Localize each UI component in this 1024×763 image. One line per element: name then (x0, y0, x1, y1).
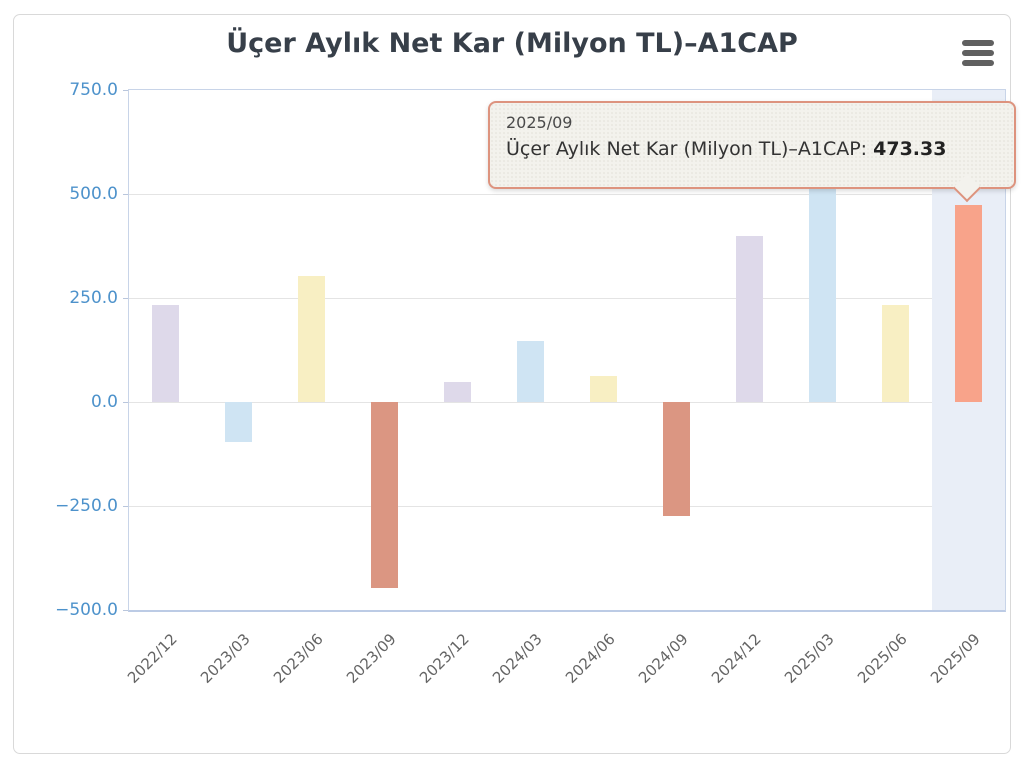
bar-2023-09[interactable] (371, 402, 398, 588)
bar-2025-09[interactable] (955, 205, 982, 402)
bar-2024-03[interactable] (517, 341, 544, 402)
bar-2023-06[interactable] (298, 275, 325, 402)
tooltip: 2025/09 Üçer Aylık Net Kar (Milyon TL)–A… (488, 101, 1016, 203)
tooltip-series-label: Üçer Aylık Net Kar (Milyon TL)–A1CAP: (506, 138, 868, 160)
y-axis-label: 250.0 (69, 288, 118, 308)
bar-2025-06[interactable] (882, 305, 909, 402)
bar-2024-06[interactable] (590, 375, 617, 402)
bar-2024-12[interactable] (736, 235, 763, 402)
tooltip-value: 473.33 (873, 138, 947, 160)
y-axis-tick (123, 402, 128, 403)
y-axis-label: 500.0 (69, 184, 118, 204)
tooltip-series-value: Üçer Aylık Net Kar (Milyon TL)–A1CAP: 47… (506, 138, 998, 160)
hamburger-icon (962, 40, 994, 66)
y-axis-label: 0.0 (90, 392, 118, 412)
gridline (129, 194, 1005, 195)
bar-2025-03[interactable] (809, 164, 836, 402)
y-axis-label: 750.0 (69, 80, 118, 100)
bar-2023-03[interactable] (225, 402, 252, 442)
y-axis-tick (123, 506, 128, 507)
bar-2024-09[interactable] (663, 402, 690, 516)
gridline (129, 298, 1005, 299)
gridline (129, 402, 1005, 403)
chart-menu-button[interactable] (962, 40, 994, 70)
y-axis-label: −250.0 (55, 496, 118, 516)
gridline (129, 506, 1005, 507)
tooltip-category: 2025/09 (506, 113, 573, 132)
y-axis-label: −500.0 (55, 600, 118, 620)
y-axis-tick (123, 194, 128, 195)
y-axis-tick (123, 90, 128, 91)
y-axis-tick (123, 610, 128, 611)
bar-2022-12[interactable] (152, 304, 179, 402)
y-axis-tick (123, 298, 128, 299)
bar-2023-12[interactable] (444, 382, 471, 402)
chart-card: Üçer Aylık Net Kar (Milyon TL)–A1CAP 202… (13, 14, 1016, 754)
chart-title: Üçer Aylık Net Kar (Milyon TL)–A1CAP (226, 28, 798, 59)
